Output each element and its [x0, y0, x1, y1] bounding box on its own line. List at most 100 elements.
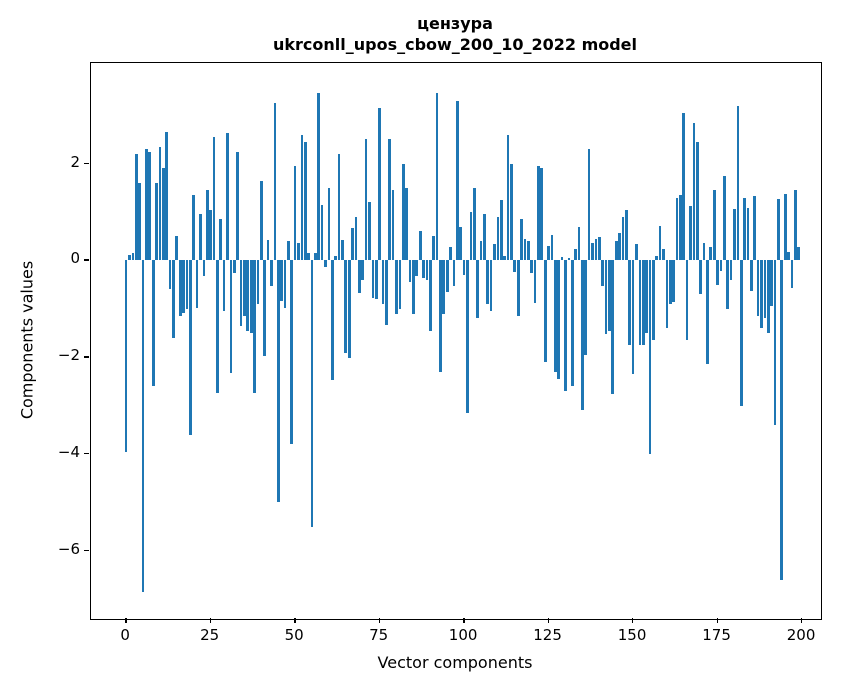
x-tick-mark — [209, 618, 212, 623]
bar — [665, 260, 669, 329]
x-tick-label: 75 — [369, 626, 389, 644]
bar — [587, 149, 591, 261]
bar — [726, 260, 730, 309]
x-tick-mark — [294, 618, 296, 623]
bar — [445, 260, 449, 293]
bar — [621, 216, 625, 261]
bar — [442, 260, 446, 314]
bar — [510, 163, 513, 261]
bar — [192, 195, 196, 261]
bar — [790, 260, 794, 289]
bar — [175, 236, 179, 261]
bar — [425, 260, 429, 281]
bar — [226, 132, 229, 261]
bar — [614, 241, 618, 261]
bar — [134, 153, 138, 261]
bar — [239, 260, 243, 326]
y-tick-mark — [84, 356, 89, 358]
bar — [746, 207, 750, 261]
bar — [158, 146, 162, 261]
x-tick-mark — [632, 618, 634, 623]
bar — [631, 260, 635, 375]
bar — [161, 168, 165, 261]
bar — [695, 141, 699, 261]
bar — [760, 260, 763, 329]
bar — [564, 260, 567, 392]
bar — [229, 260, 233, 374]
y-tick-label: −6 — [57, 539, 80, 558]
bar — [401, 163, 405, 261]
bar — [753, 195, 757, 261]
bar — [378, 108, 381, 261]
bar — [618, 233, 621, 261]
bar — [645, 260, 648, 333]
bar — [557, 260, 561, 379]
bar — [178, 260, 182, 317]
chart-title-model: ukrconll_upos_cbow_200_10_2022 model — [272, 35, 638, 54]
bar — [672, 260, 675, 302]
bar — [486, 260, 490, 304]
bar — [540, 168, 544, 261]
bar — [371, 260, 375, 298]
bar — [750, 260, 753, 291]
x-tick-label: 150 — [617, 626, 647, 644]
bar — [743, 198, 746, 261]
bar — [205, 190, 209, 261]
bar — [523, 238, 527, 261]
bar — [216, 260, 219, 394]
bar — [452, 260, 456, 287]
bar — [483, 214, 486, 261]
x-tick-label: 125 — [533, 626, 562, 644]
bar — [469, 212, 473, 261]
bar — [679, 195, 682, 261]
bar — [189, 260, 192, 435]
bar — [222, 260, 226, 312]
bar — [391, 190, 395, 261]
bar — [601, 260, 604, 287]
bar — [537, 166, 540, 261]
bar — [439, 260, 442, 372]
bar — [560, 257, 564, 261]
bar — [368, 202, 371, 261]
bar — [706, 260, 709, 365]
bar — [168, 260, 172, 290]
bar — [253, 260, 256, 394]
bar — [165, 132, 169, 261]
bar — [763, 260, 767, 319]
bar — [574, 249, 577, 261]
y-axis-label: Components values — [17, 260, 37, 420]
bar — [327, 187, 331, 261]
plot-area — [90, 62, 822, 620]
bar — [655, 255, 659, 261]
bar — [320, 204, 324, 261]
bar — [787, 251, 790, 261]
bar — [317, 93, 321, 261]
bar — [344, 260, 348, 353]
bar — [388, 139, 392, 261]
x-axis-label: Vector components — [377, 653, 533, 672]
bar — [797, 246, 801, 261]
chart-title: цензура ukrconll_upos_cbow_200_10_2022 m… — [90, 13, 820, 55]
bar — [554, 260, 557, 372]
bar — [128, 254, 131, 261]
bar — [172, 260, 175, 338]
bar — [236, 152, 239, 261]
x-tick-mark — [547, 618, 549, 623]
bar — [699, 260, 703, 294]
bar — [685, 260, 689, 341]
bar — [385, 260, 388, 325]
bar — [347, 260, 351, 358]
bar — [608, 260, 611, 331]
x-tick-label: 175 — [702, 626, 731, 644]
bar — [722, 176, 726, 261]
bar — [702, 243, 706, 261]
bar — [712, 190, 716, 261]
y-tick-mark — [84, 259, 89, 261]
bar — [337, 153, 341, 261]
x-tick-mark — [716, 618, 718, 623]
bar — [307, 252, 310, 261]
bar — [719, 260, 723, 272]
bar — [533, 260, 537, 303]
bar — [570, 260, 574, 387]
